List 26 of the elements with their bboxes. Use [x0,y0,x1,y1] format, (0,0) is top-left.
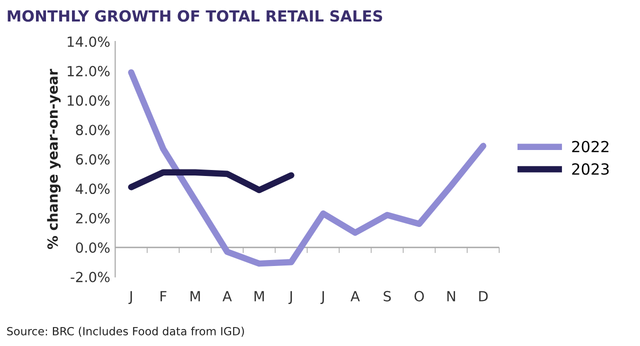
x-tick-label: J [320,291,324,304]
x-tick-label: M [190,291,200,302]
x-tick-label: O [414,290,424,302]
y-tick-label: -2.0% [70,272,110,282]
y-tick-label: 12.0% [68,66,110,76]
x-tick-label: F [160,291,166,302]
x-tick-label: J [128,291,132,304]
y-tick-label: 4.0% [76,184,110,194]
source-note: Source: BRC (Includes Food data from IGD) [7,326,244,337]
x-tick-label: N [447,291,456,302]
x-tick-label: J [288,291,292,304]
y-tick-label: 0.0% [76,242,110,253]
x-tick-label: M [254,291,264,302]
y-tick-label: 8.0% [76,124,110,136]
x-tick-label: A [222,291,232,302]
x-tick-label: S [384,290,391,302]
y-tick-label: 14.0% [68,36,110,47]
chart-title: MONTHLY GROWTH OF TOTAL RETAIL SALES [8,10,382,22]
y-tick-label: 2.0% [76,212,110,224]
y-tick-label: 6.0% [76,154,110,165]
legend-label: 2023 [572,163,609,175]
x-tick-label: D [479,291,488,302]
x-tick-label: A [350,291,360,302]
legend-label: 2022 [572,140,608,152]
y-tick-label: 10.0% [68,95,110,106]
y-axis-title: % change year-on-year [47,68,61,250]
